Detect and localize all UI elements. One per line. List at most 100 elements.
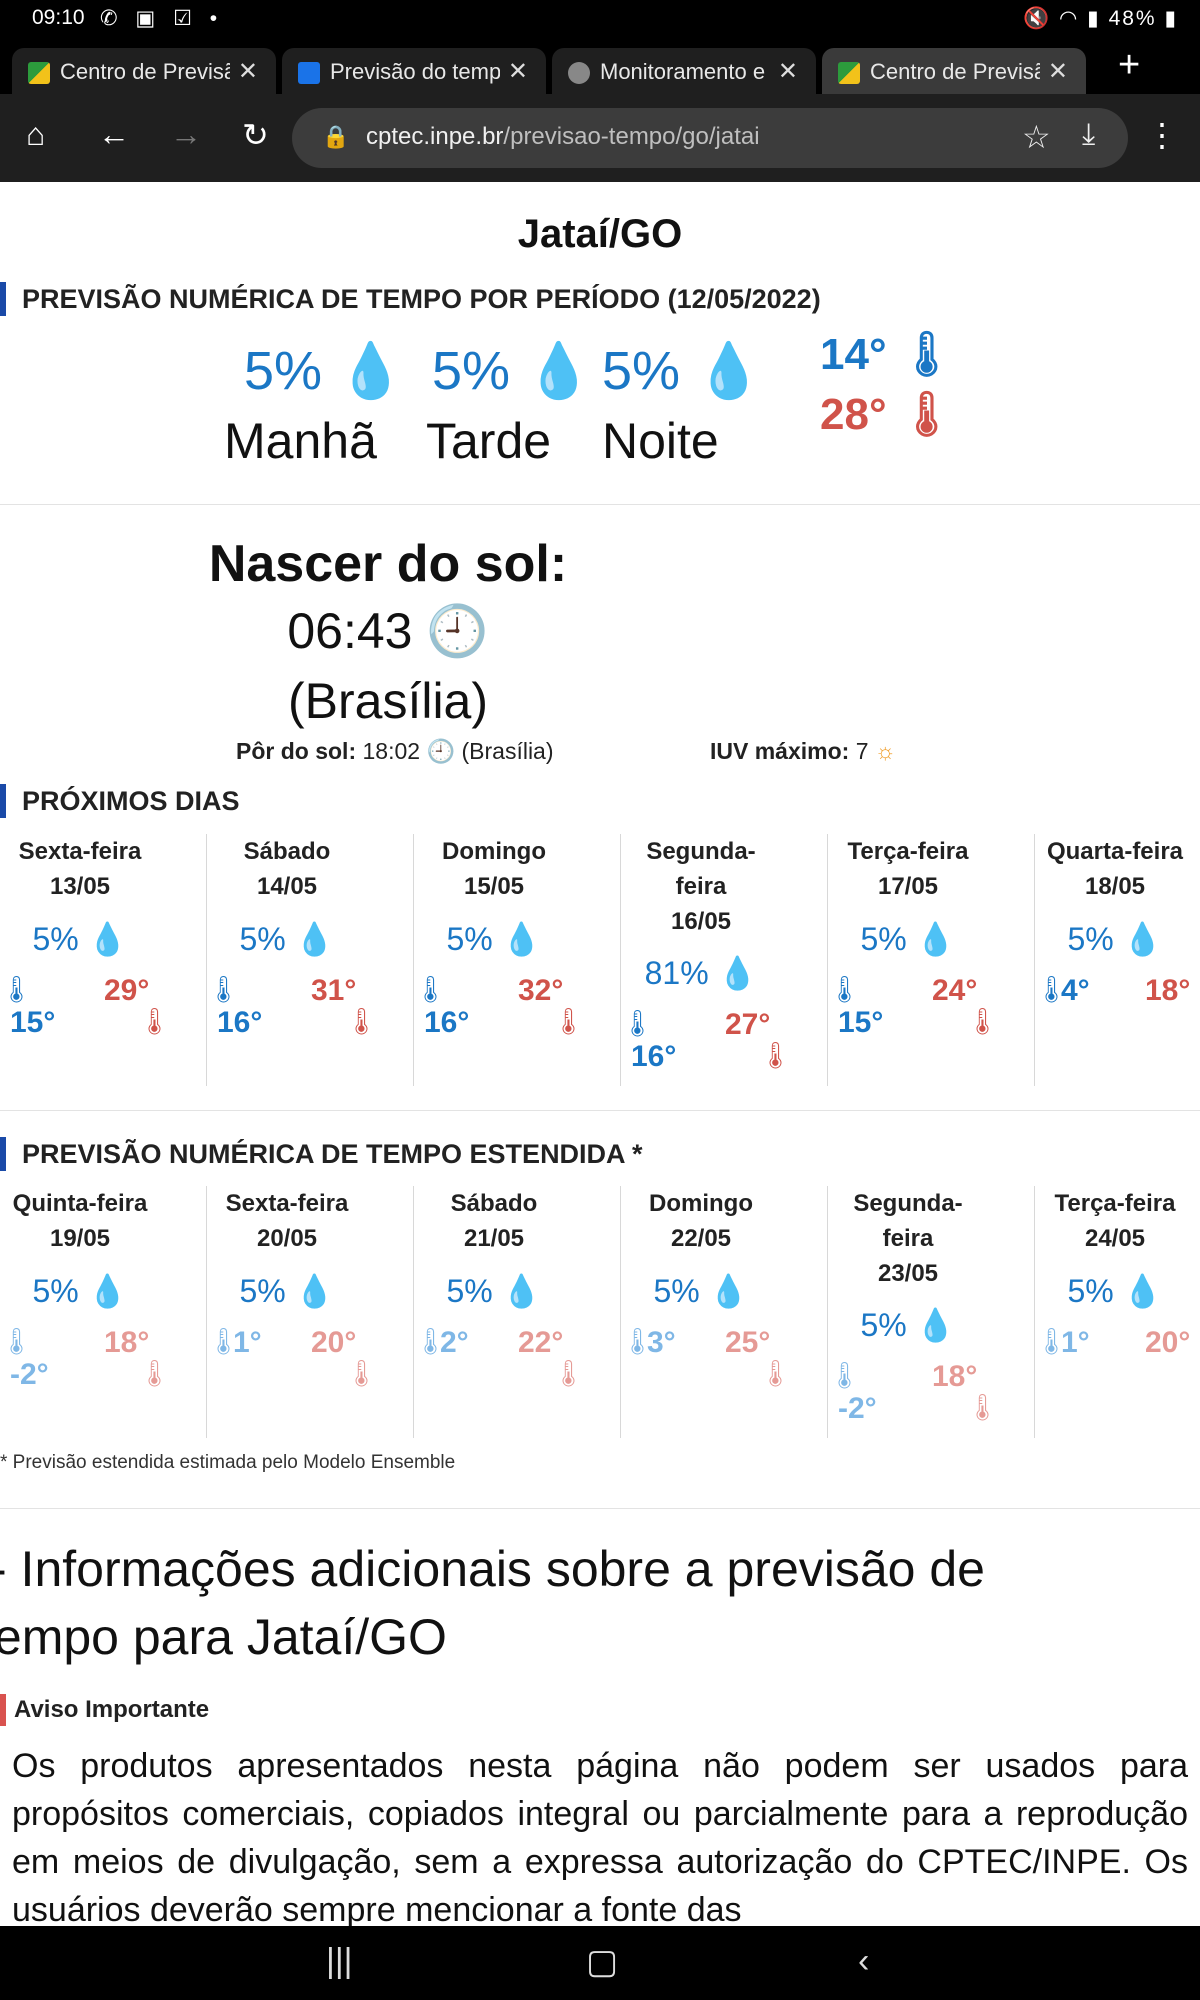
day-rain: 5% 💧 [0,920,160,958]
bookmark-star-icon[interactable]: ☆ [1022,119,1051,155]
day-date: 16/05 [670,908,732,935]
page-content: Jataí/GO PREVISÃO NUMÉRICA DE TEMPO POR … [0,182,1200,1926]
divider [0,504,1200,505]
day-max: 20° [311,1326,357,1359]
site-favicon-icon [28,62,50,84]
day-name: Terça-feira [847,838,969,865]
close-tab-icon[interactable]: ✕ [1047,58,1068,85]
day-date: 24/05 [1084,1225,1146,1252]
tab-title: Centro de Previsão [870,59,1040,84]
tab-4-active[interactable]: Centro de Previsão ✕ [822,48,1086,94]
thermometer-cold-icon: 🌡 [0,1326,34,1356]
rain-value: 5% [244,341,323,401]
back-icon[interactable]: ← [98,116,130,152]
drop-icon: 💧 [915,921,956,957]
globe-icon [568,62,590,84]
day-date: 21/05 [463,1225,525,1252]
drop-icon: 💧 [915,1307,956,1343]
thermometer-hot-icon: 🌡 [552,1006,586,1036]
close-tab-icon[interactable]: ✕ [777,58,798,85]
rain-value: 5% [432,341,511,401]
day-date: 22/05 [670,1225,732,1252]
forward-icon[interactable]: → [170,116,202,152]
day-name-line1: Segunda- [853,1190,963,1217]
day-name: Sexta-feira [225,1190,349,1217]
thermometer-cold-icon: 🌡 [1035,974,1069,1004]
day-min: 2° [440,1326,469,1359]
day-max: 18° [1145,974,1191,1007]
afternoon-rain: 5% 💧 [432,340,592,403]
tab-title: Monitoramento e [600,59,766,84]
thermometer-cold-icon: 🌡 [621,1326,655,1356]
rain-value: 5% [239,921,286,957]
day-rain: 5% 💧 [207,920,367,958]
day-rain: 5% 💧 [414,1272,574,1310]
reload-icon[interactable]: ↻ [242,117,269,153]
drop-icon: 💧 [695,341,763,401]
back-button-icon[interactable]: ‹ [858,1942,870,1980]
mute-icon: 🔇 [1022,7,1052,30]
close-tab-icon[interactable]: ✕ [237,58,258,85]
home-icon[interactable]: ⌂ [26,116,46,152]
rain-value: 5% [602,341,681,401]
day-min: 15° [10,1006,56,1039]
thermometer-hot-icon: 🌡 [138,1006,172,1036]
day-rain: 81% 💧 [621,954,781,992]
battery-icon: ▮ [1164,7,1178,30]
recent-apps-icon[interactable]: ||| [326,1942,353,1980]
ext-day-card: Terça-feira 24/05 5% 💧 🌡 1° 20° [1035,1186,1200,1438]
drop-icon: 💧 [87,1273,128,1309]
day-date: 18/05 [1084,873,1146,900]
day-date: 14/05 [256,873,318,900]
notification-icons: ✆ ▣ ☑ • [100,7,224,30]
thermometer-hot-icon: 🌡 [759,1040,793,1070]
ext-day-card: Quinta-feira 19/05 5% 💧 🌡 18° -2° 🌡 [0,1186,207,1438]
download-icon[interactable]: ⤓ [1082,118,1096,151]
menu-icon[interactable]: ⋮ [1146,117,1178,153]
day-rain: 5% 💧 [828,1306,988,1344]
tab-3[interactable]: Monitoramento e ✕ [552,48,816,94]
new-tab-icon[interactable]: + [1118,44,1141,86]
clock-icon: 🕘 [426,603,489,659]
notice-text: Os produtos apresentados nesta página nã… [12,1747,1188,1926]
thermometer-hot-icon: 🌡 [898,390,955,439]
day-card: Quarta-feira 18/05 5% 💧 🌡 4° 18° [1035,834,1200,1086]
thermometer-cold-icon: 🌡 [828,1360,862,1390]
ext-day-card: Sexta-feira 20/05 5% 💧 🌡 1° 20° 🌡 [207,1186,414,1438]
home-button-icon[interactable]: ▢ [586,1943,619,1981]
sunset-row: Pôr do sol: 18:02 🕘 (Brasília) [236,738,554,765]
night-rain: 5% 💧 [602,340,762,403]
tab-title: Centro de Previsão [60,59,230,84]
thermometer-hot-icon: 🌡 [552,1358,586,1388]
drop-icon: 💧 [708,1273,749,1309]
period-morning: Manhã [224,413,377,469]
thermometer-cold-icon: 🌡 [0,974,34,1004]
day-max: 29° [104,974,150,1007]
site-favicon-icon [838,62,860,84]
day-max: 18° [104,1326,150,1359]
day-min: 1° [233,1326,262,1359]
day-name: Sábado [450,1190,538,1217]
day-min: 16° [217,1006,263,1039]
address-bar[interactable]: 🔒 cptec.inpe.br/previsao-tempo/go/jatai … [292,108,1128,168]
next-days-heading: PRÓXIMOS DIAS [0,784,240,818]
info-heading-text: Informações adicionais sobre a previsão … [20,1541,985,1597]
day-date: 17/05 [877,873,939,900]
morning-rain: 5% 💧 [244,340,404,403]
tab-strip: Centro de Previsão ✕ Previsão do tempo ✕… [0,38,1200,94]
day-date: 15/05 [463,873,525,900]
divider [0,1508,1200,1509]
tab-2[interactable]: Previsão do tempo ✕ [282,48,546,94]
day-name: Domingo [649,1190,753,1217]
close-tab-icon[interactable]: ✕ [507,58,528,85]
drop-icon: 💧 [294,921,335,957]
url-text[interactable]: cptec.inpe.br/previsao-tempo/go/jatai [366,123,760,151]
day-max: 20° [1145,1326,1191,1359]
tab-1[interactable]: Centro de Previsão ✕ [12,48,276,94]
sunrise-label: Nascer do sol: [208,535,568,593]
day-min: 16° [631,1040,677,1073]
page-title: Jataí/GO [517,212,683,256]
thermometer-hot-icon: 🌡 [138,1358,172,1388]
wifi-icon: ◠ [1058,7,1080,30]
sunrise-time-row: 06:43 🕘 [0,602,776,661]
